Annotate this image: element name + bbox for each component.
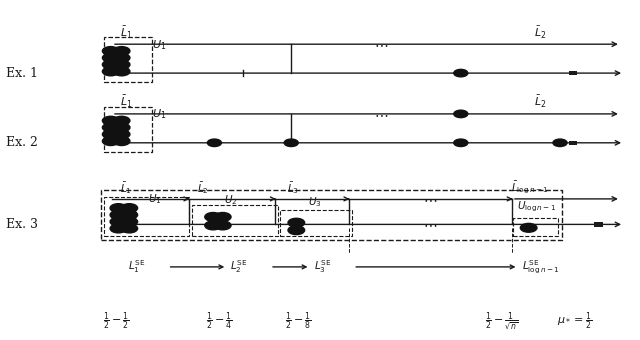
Circle shape: [121, 224, 138, 233]
Circle shape: [102, 53, 119, 62]
Circle shape: [288, 218, 305, 227]
Circle shape: [110, 224, 127, 233]
Text: $\frac{1}{2} - \frac{1}{\sqrt{n}}$: $\frac{1}{2} - \frac{1}{\sqrt{n}}$: [486, 310, 519, 333]
Circle shape: [102, 130, 119, 139]
Text: $L_2^{\mathrm{SE}}$: $L_2^{\mathrm{SE}}$: [230, 258, 248, 275]
Text: $L_1^{\mathrm{SE}}$: $L_1^{\mathrm{SE}}$: [128, 258, 145, 275]
Text: $U_{\log n-1}$: $U_{\log n-1}$: [517, 200, 556, 214]
Text: Ex. 2: Ex. 2: [6, 136, 38, 149]
Circle shape: [454, 110, 468, 118]
Text: $\cdots$: $\cdots$: [423, 192, 437, 206]
Text: $\cdots$: $\cdots$: [423, 217, 437, 232]
Circle shape: [205, 221, 221, 230]
Text: $L_3^{\mathrm{SE}}$: $L_3^{\mathrm{SE}}$: [314, 258, 331, 275]
Bar: [104, 37, 152, 82]
Text: $L_{\log n-1}^{\mathrm{SE}}$: $L_{\log n-1}^{\mathrm{SE}}$: [522, 258, 559, 276]
Circle shape: [113, 130, 130, 139]
Circle shape: [102, 47, 119, 55]
Text: $\bar{L}_2$: $\bar{L}_2$: [534, 25, 547, 41]
Bar: [101, 190, 562, 240]
Circle shape: [214, 221, 231, 230]
Text: $\bar{L}_{\log n-1}$: $\bar{L}_{\log n-1}$: [511, 179, 548, 196]
Circle shape: [207, 139, 221, 147]
Text: $U_3$: $U_3$: [308, 195, 322, 209]
Circle shape: [520, 223, 537, 232]
Bar: [513, 218, 558, 236]
Bar: [595, 222, 603, 226]
Bar: [104, 107, 152, 152]
Circle shape: [113, 137, 130, 146]
Circle shape: [113, 116, 130, 125]
Text: $\bar{L}_2$: $\bar{L}_2$: [197, 180, 209, 196]
Circle shape: [121, 217, 138, 226]
Text: $\cdots$: $\cdots$: [374, 37, 388, 51]
Circle shape: [454, 69, 468, 77]
Circle shape: [205, 212, 221, 221]
Circle shape: [113, 60, 130, 69]
Text: $\frac{1}{2} - \frac{1}{4}$: $\frac{1}{2} - \frac{1}{4}$: [206, 310, 233, 332]
Text: $\bar{L}_1$: $\bar{L}_1$: [120, 25, 133, 41]
Text: Ex. 3: Ex. 3: [6, 218, 38, 231]
Circle shape: [102, 123, 119, 132]
Bar: [280, 210, 352, 236]
Circle shape: [102, 137, 119, 146]
Bar: [192, 205, 278, 236]
Circle shape: [113, 47, 130, 55]
Bar: [104, 197, 189, 236]
Text: $\bar{L}_2$: $\bar{L}_2$: [534, 95, 547, 110]
Circle shape: [113, 53, 130, 62]
Text: $\cdots$: $\cdots$: [374, 107, 388, 121]
Bar: [569, 71, 577, 75]
Text: $\bar{L}_3$: $\bar{L}_3$: [287, 180, 299, 196]
Text: $\mu_* = \frac{1}{2}$: $\mu_* = \frac{1}{2}$: [557, 310, 592, 332]
Circle shape: [121, 210, 138, 219]
Text: Ex. 1: Ex. 1: [6, 67, 38, 80]
Circle shape: [102, 60, 119, 69]
Text: $\bar{L}_1$: $\bar{L}_1$: [120, 95, 133, 110]
Circle shape: [113, 123, 130, 132]
Circle shape: [553, 139, 567, 147]
Circle shape: [113, 67, 130, 76]
Bar: [569, 141, 577, 145]
Text: $U_1$: $U_1$: [152, 107, 166, 121]
Text: $U_1$: $U_1$: [148, 192, 162, 206]
Circle shape: [214, 212, 231, 221]
Circle shape: [454, 139, 468, 147]
Circle shape: [110, 217, 127, 226]
Circle shape: [102, 67, 119, 76]
Circle shape: [288, 226, 305, 235]
Text: $\frac{1}{2} - \frac{1}{8}$: $\frac{1}{2} - \frac{1}{8}$: [285, 310, 312, 332]
Circle shape: [121, 204, 138, 212]
Circle shape: [102, 116, 119, 125]
Circle shape: [110, 210, 127, 219]
Text: $U_1$: $U_1$: [152, 38, 166, 52]
Text: $U_2$: $U_2$: [224, 193, 237, 207]
Circle shape: [110, 204, 127, 212]
Text: $\bar{L}_1$: $\bar{L}_1$: [120, 180, 132, 196]
Circle shape: [284, 139, 298, 147]
Text: $\frac{1}{2} - \frac{1}{2}$: $\frac{1}{2} - \frac{1}{2}$: [103, 310, 130, 332]
